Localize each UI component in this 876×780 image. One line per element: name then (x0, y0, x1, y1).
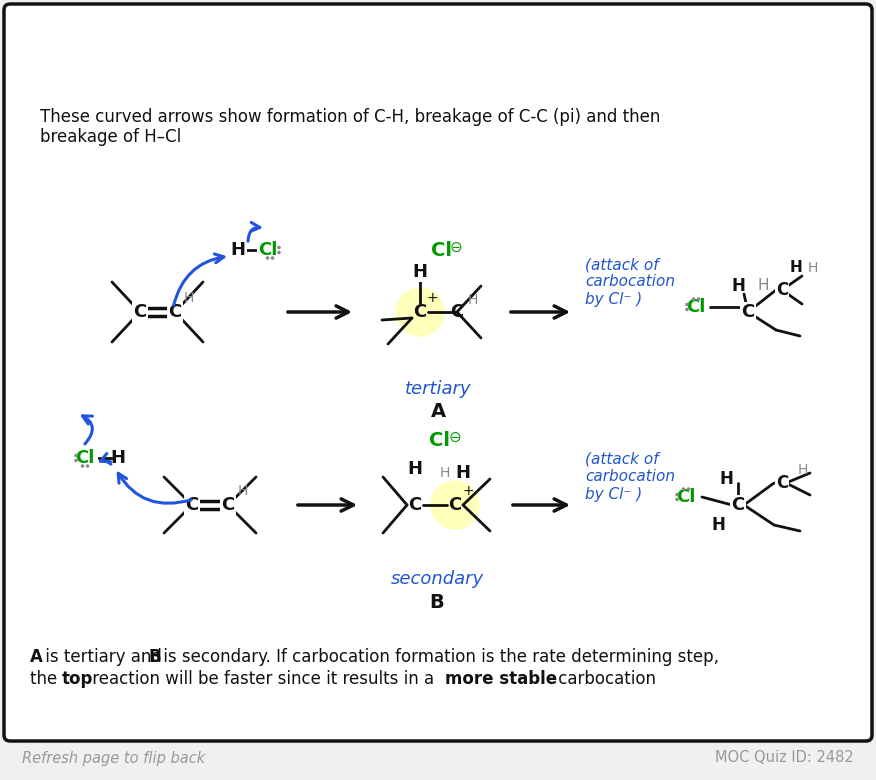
Text: +: + (427, 291, 438, 305)
Text: C: C (222, 496, 235, 514)
Text: B: B (148, 648, 160, 666)
Circle shape (87, 465, 88, 467)
Text: +: + (463, 484, 474, 498)
Text: (attack of
carbocation
by Cl⁻ ): (attack of carbocation by Cl⁻ ) (585, 257, 675, 307)
Circle shape (676, 494, 678, 495)
Ellipse shape (396, 288, 444, 336)
Text: C: C (450, 303, 463, 321)
Text: C: C (741, 303, 754, 321)
Circle shape (686, 308, 688, 310)
Text: reaction will be faster since it results in a: reaction will be faster since it results… (87, 670, 440, 688)
Text: is tertiary and: is tertiary and (40, 648, 167, 666)
Text: (attack of
carbocation
by Cl⁻ ): (attack of carbocation by Cl⁻ ) (585, 452, 675, 502)
Text: A: A (430, 402, 446, 421)
Text: H: H (456, 464, 470, 482)
Text: Cl: Cl (75, 449, 95, 467)
Text: H: H (237, 484, 248, 498)
Text: C: C (731, 496, 745, 514)
Text: secondary: secondary (391, 570, 484, 588)
Text: top: top (62, 670, 94, 688)
Circle shape (278, 246, 280, 249)
Text: tertiary: tertiary (405, 380, 471, 398)
Text: H: H (711, 516, 725, 534)
Text: C: C (168, 303, 181, 321)
Text: C: C (413, 303, 427, 321)
FancyBboxPatch shape (4, 4, 872, 741)
Text: H: H (230, 241, 245, 259)
Text: Cl: Cl (686, 298, 706, 316)
Circle shape (692, 298, 695, 300)
Text: is secondary. If carbocation formation is the rate determining step,: is secondary. If carbocation formation i… (158, 648, 719, 666)
Circle shape (697, 298, 700, 300)
Text: C: C (449, 496, 462, 514)
Text: Cl: Cl (676, 488, 696, 506)
Circle shape (676, 498, 678, 501)
Text: ⊖: ⊖ (449, 430, 462, 445)
Text: C: C (186, 496, 199, 514)
Text: H: H (808, 261, 818, 275)
Circle shape (272, 257, 273, 259)
Text: H: H (719, 470, 733, 488)
Text: C: C (776, 474, 788, 492)
Text: C: C (408, 496, 421, 514)
Circle shape (75, 459, 77, 462)
Circle shape (81, 465, 83, 467)
Ellipse shape (431, 481, 479, 529)
Circle shape (278, 251, 280, 254)
Text: MOC Quiz ID: 2482: MOC Quiz ID: 2482 (715, 750, 854, 765)
Text: C: C (776, 281, 788, 299)
Text: carbocation: carbocation (553, 670, 656, 688)
Circle shape (682, 488, 684, 490)
Text: Cl: Cl (258, 241, 278, 259)
Text: more stable: more stable (445, 670, 557, 688)
Circle shape (266, 257, 269, 259)
Text: H: H (110, 449, 125, 467)
Circle shape (686, 303, 688, 306)
Text: Cl: Cl (429, 431, 450, 449)
Text: Refresh page to flip back: Refresh page to flip back (22, 750, 205, 765)
Text: the: the (30, 670, 62, 688)
Text: ⊖: ⊖ (449, 239, 463, 254)
Text: H: H (440, 466, 450, 480)
Circle shape (75, 455, 77, 456)
Circle shape (688, 488, 689, 490)
Text: H: H (468, 293, 478, 307)
Text: B: B (429, 593, 444, 612)
Text: H: H (731, 277, 745, 295)
Text: H: H (184, 291, 194, 305)
Text: These curved arrows show formation of C-H, breakage of C-C (pi) and then: These curved arrows show formation of C-… (40, 108, 661, 126)
Text: C: C (133, 303, 146, 321)
Text: A: A (30, 648, 43, 666)
Text: H: H (757, 278, 769, 293)
Text: H: H (789, 261, 802, 275)
Text: H: H (798, 463, 809, 477)
Text: breakage of H–Cl: breakage of H–Cl (40, 128, 181, 146)
Text: H: H (413, 263, 427, 281)
Text: H: H (407, 460, 422, 478)
Text: Cl: Cl (432, 240, 453, 260)
